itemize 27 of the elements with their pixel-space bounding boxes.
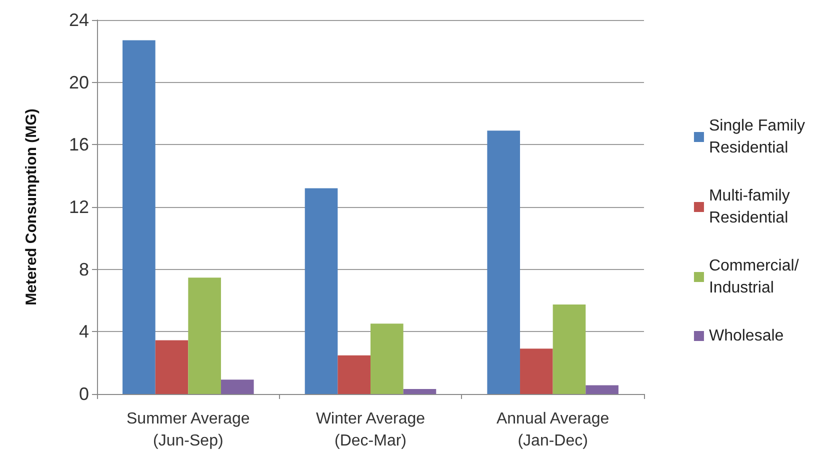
x-tick-label: Winter Average (Dec-Mar) bbox=[316, 410, 426, 450]
bar bbox=[220, 380, 254, 394]
y-tick-label: 0 bbox=[78, 384, 89, 404]
y-tick-label: 8 bbox=[78, 259, 89, 280]
bar bbox=[304, 188, 338, 394]
y-tick-label: 4 bbox=[78, 322, 89, 342]
bar bbox=[586, 385, 618, 394]
bar bbox=[338, 355, 370, 394]
y-tick-label: 20 bbox=[68, 72, 89, 92]
legend-label: Commercial/ Industrial bbox=[708, 258, 800, 296]
x-tick-label: Summer Average (Jun-Sep) bbox=[126, 410, 250, 450]
bar bbox=[552, 304, 586, 394]
y-tick-label: 16 bbox=[68, 134, 89, 155]
bar bbox=[122, 40, 156, 394]
y-tick-label: 24 bbox=[68, 10, 89, 30]
legend-label: Single Family Residential bbox=[708, 118, 805, 156]
y-tick-label: 12 bbox=[68, 197, 89, 217]
legend-label: Wholesale bbox=[708, 328, 784, 344]
y-axis-title: Metered Consumption (MG) bbox=[23, 108, 40, 306]
bar bbox=[155, 340, 188, 394]
bar bbox=[487, 130, 520, 394]
x-tick-label: Annual Average (Jan-Dec) bbox=[496, 410, 610, 450]
bar bbox=[188, 278, 221, 394]
bar bbox=[370, 324, 404, 394]
bar bbox=[520, 348, 553, 394]
bar bbox=[403, 389, 436, 394]
legend-label: Multi-family Residential bbox=[708, 188, 790, 226]
